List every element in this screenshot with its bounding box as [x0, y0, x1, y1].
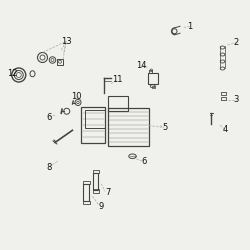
Text: 13: 13	[61, 37, 72, 46]
Text: 14: 14	[136, 60, 146, 70]
Bar	[108, 108, 149, 146]
Text: 7: 7	[105, 188, 110, 197]
Text: 6: 6	[46, 113, 52, 122]
Bar	[149, 70, 152, 73]
Text: 2: 2	[234, 38, 239, 47]
Bar	[93, 172, 98, 190]
Bar	[108, 96, 128, 111]
Text: 3: 3	[234, 96, 239, 104]
Bar	[221, 92, 226, 95]
Text: 4: 4	[222, 126, 228, 134]
Bar	[92, 189, 98, 192]
Text: 10: 10	[71, 92, 82, 101]
Bar	[221, 96, 226, 100]
Bar	[83, 181, 90, 184]
Bar	[83, 201, 90, 204]
Text: 8: 8	[46, 163, 52, 172]
Text: 12: 12	[7, 69, 18, 78]
Bar	[152, 86, 154, 87]
Text: 6: 6	[141, 157, 146, 166]
Text: 9: 9	[98, 202, 104, 211]
Bar	[92, 170, 98, 172]
Bar	[81, 108, 105, 142]
Bar	[148, 73, 158, 84]
Bar	[84, 184, 89, 201]
Bar	[57, 59, 63, 65]
Text: 1: 1	[188, 22, 192, 31]
Text: 11: 11	[112, 76, 123, 84]
Text: 5: 5	[162, 123, 168, 132]
Bar	[84, 110, 105, 128]
